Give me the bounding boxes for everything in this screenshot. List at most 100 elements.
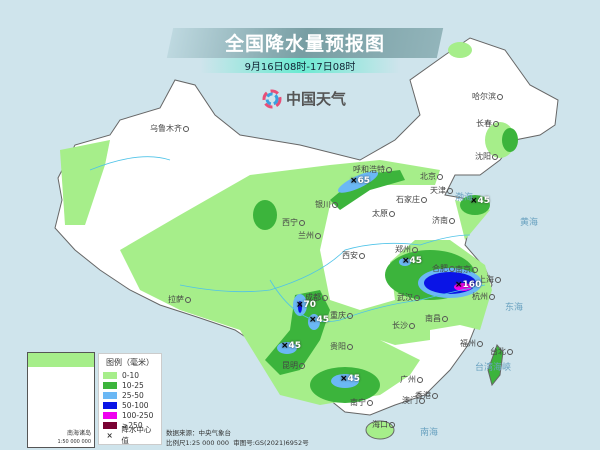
sea-label: 渤海 [455, 193, 474, 203]
city-label: 太原 [372, 208, 396, 219]
rain-center-value: 45 [409, 256, 423, 266]
city-dot-icon [449, 217, 455, 224]
city-label: 沈阳 [475, 151, 499, 162]
rain-center: ×70 [296, 300, 316, 310]
city-name: 香港 [415, 391, 431, 400]
city-label: 澳门 [402, 395, 426, 406]
city-label: 南昌 [425, 313, 449, 324]
city-name: 长春 [476, 119, 492, 128]
city-dot-icon [447, 187, 453, 194]
city-name: 兰州 [298, 231, 314, 240]
legend-label: 100-250 [122, 410, 154, 420]
rain-center-value: 45 [477, 196, 491, 206]
legend-label: 10-25 [122, 380, 144, 390]
city-label: 上海 [478, 274, 502, 285]
city-dot-icon [367, 399, 373, 406]
legend-swatch [103, 391, 117, 399]
city-dot-icon [322, 294, 328, 301]
legend-row: 50-100 [103, 400, 157, 410]
legend-swatch [103, 401, 117, 409]
rain-center: ×45 [309, 315, 329, 325]
city-name: 海口 [372, 420, 388, 429]
rain-center-value: 45 [316, 315, 330, 325]
rivers [89, 156, 486, 322]
rain-center-value: 45 [288, 341, 302, 351]
city-dot-icon [347, 343, 353, 350]
city-label: 福州 [460, 338, 484, 349]
legend-row-center: × 降水中心值 [103, 425, 157, 445]
city-label: 南宁 [350, 397, 374, 408]
cross-icon: × [281, 341, 289, 351]
city-dot-icon [493, 120, 499, 127]
legend-row: 100-250 [103, 410, 157, 420]
city-name: 南宁 [350, 398, 366, 407]
city-dot-icon [389, 421, 395, 428]
city-dot-icon [507, 348, 513, 355]
legend-label: 0-10 [122, 370, 140, 380]
city-dot-icon [432, 392, 438, 399]
legend-row: ≥250 [103, 420, 157, 430]
city-name: 南昌 [425, 314, 441, 323]
legend-label: 50-100 [122, 400, 149, 410]
city-name: 成都 [305, 293, 321, 302]
city-name: 武汉 [397, 293, 413, 302]
city-name: 长沙 [392, 321, 408, 330]
city-dot-icon [477, 340, 483, 347]
city-label: 贵阳 [330, 341, 354, 352]
sea-label: 南海 [420, 428, 439, 438]
city-label: 北京 [420, 171, 444, 182]
rain-center-value: 160 [462, 280, 482, 290]
city-name: 北京 [420, 172, 436, 181]
city-label: 南京 [455, 264, 479, 275]
city-dot-icon [421, 196, 427, 203]
map-title: 全国降水量预报图 [224, 33, 385, 55]
city-name: 贵阳 [330, 342, 346, 351]
rain-center: ×45 [470, 196, 490, 206]
legend-swatch [103, 421, 117, 429]
city-label: 长春 [476, 118, 500, 129]
legend-label: 降水中心值 [121, 425, 152, 445]
china-weather-logo: 中国天气 [262, 88, 346, 109]
city-dot-icon [449, 265, 455, 272]
city-dot-icon [417, 376, 423, 383]
city-label: 杭州 [472, 291, 496, 302]
review-number: 审图号:GS(2021)6952号 [233, 439, 309, 447]
city-name: 广州 [400, 375, 416, 384]
legend-row: 0-10 [103, 370, 157, 380]
sea-label: 东海 [505, 303, 524, 313]
city-name: 乌鲁木齐 [150, 124, 182, 133]
city-label: 台北 [490, 346, 514, 357]
city-name: 天津 [430, 186, 446, 195]
city-label: 广州 [400, 374, 424, 385]
city-name: 南京 [455, 265, 471, 274]
city-label: 银川 [315, 199, 339, 210]
city-name: 哈尔滨 [472, 92, 496, 101]
city-dot-icon [472, 266, 478, 273]
city-name: 杭州 [472, 292, 488, 301]
city-label: 兰州 [298, 230, 322, 241]
city-name: 上海 [478, 275, 494, 284]
city-dot-icon [183, 125, 189, 132]
city-label: 拉萨 [168, 294, 192, 305]
legend-row: 25-50 [103, 390, 157, 400]
rain-center: ×45 [402, 256, 422, 266]
city-dot-icon [497, 93, 503, 100]
inset-scale: 1:50 000 000 [57, 439, 92, 445]
city-dot-icon [299, 362, 305, 369]
rain-center: ×45 [340, 374, 360, 384]
city-dot-icon [389, 210, 395, 217]
city-label: 武汉 [397, 292, 421, 303]
logo-text: 中国天气 [286, 90, 347, 108]
pinwheel-logo-icon [262, 89, 282, 108]
legend-label: 25-50 [122, 390, 144, 400]
subtitle-banner [200, 58, 400, 73]
sea-label: 台湾海峡 [475, 363, 512, 373]
city-label: 石家庄 [396, 194, 428, 205]
sea-label: 黄海 [520, 218, 539, 228]
city-label: 昆明 [282, 360, 306, 371]
city-label: 乌鲁木齐 [150, 123, 190, 134]
rain-center-value: 70 [303, 300, 317, 310]
city-label: 哈尔滨 [472, 91, 504, 102]
taiwan-island [487, 344, 504, 387]
south-china-sea-inset: 南海诸岛 1:50 000 000 [27, 352, 95, 448]
